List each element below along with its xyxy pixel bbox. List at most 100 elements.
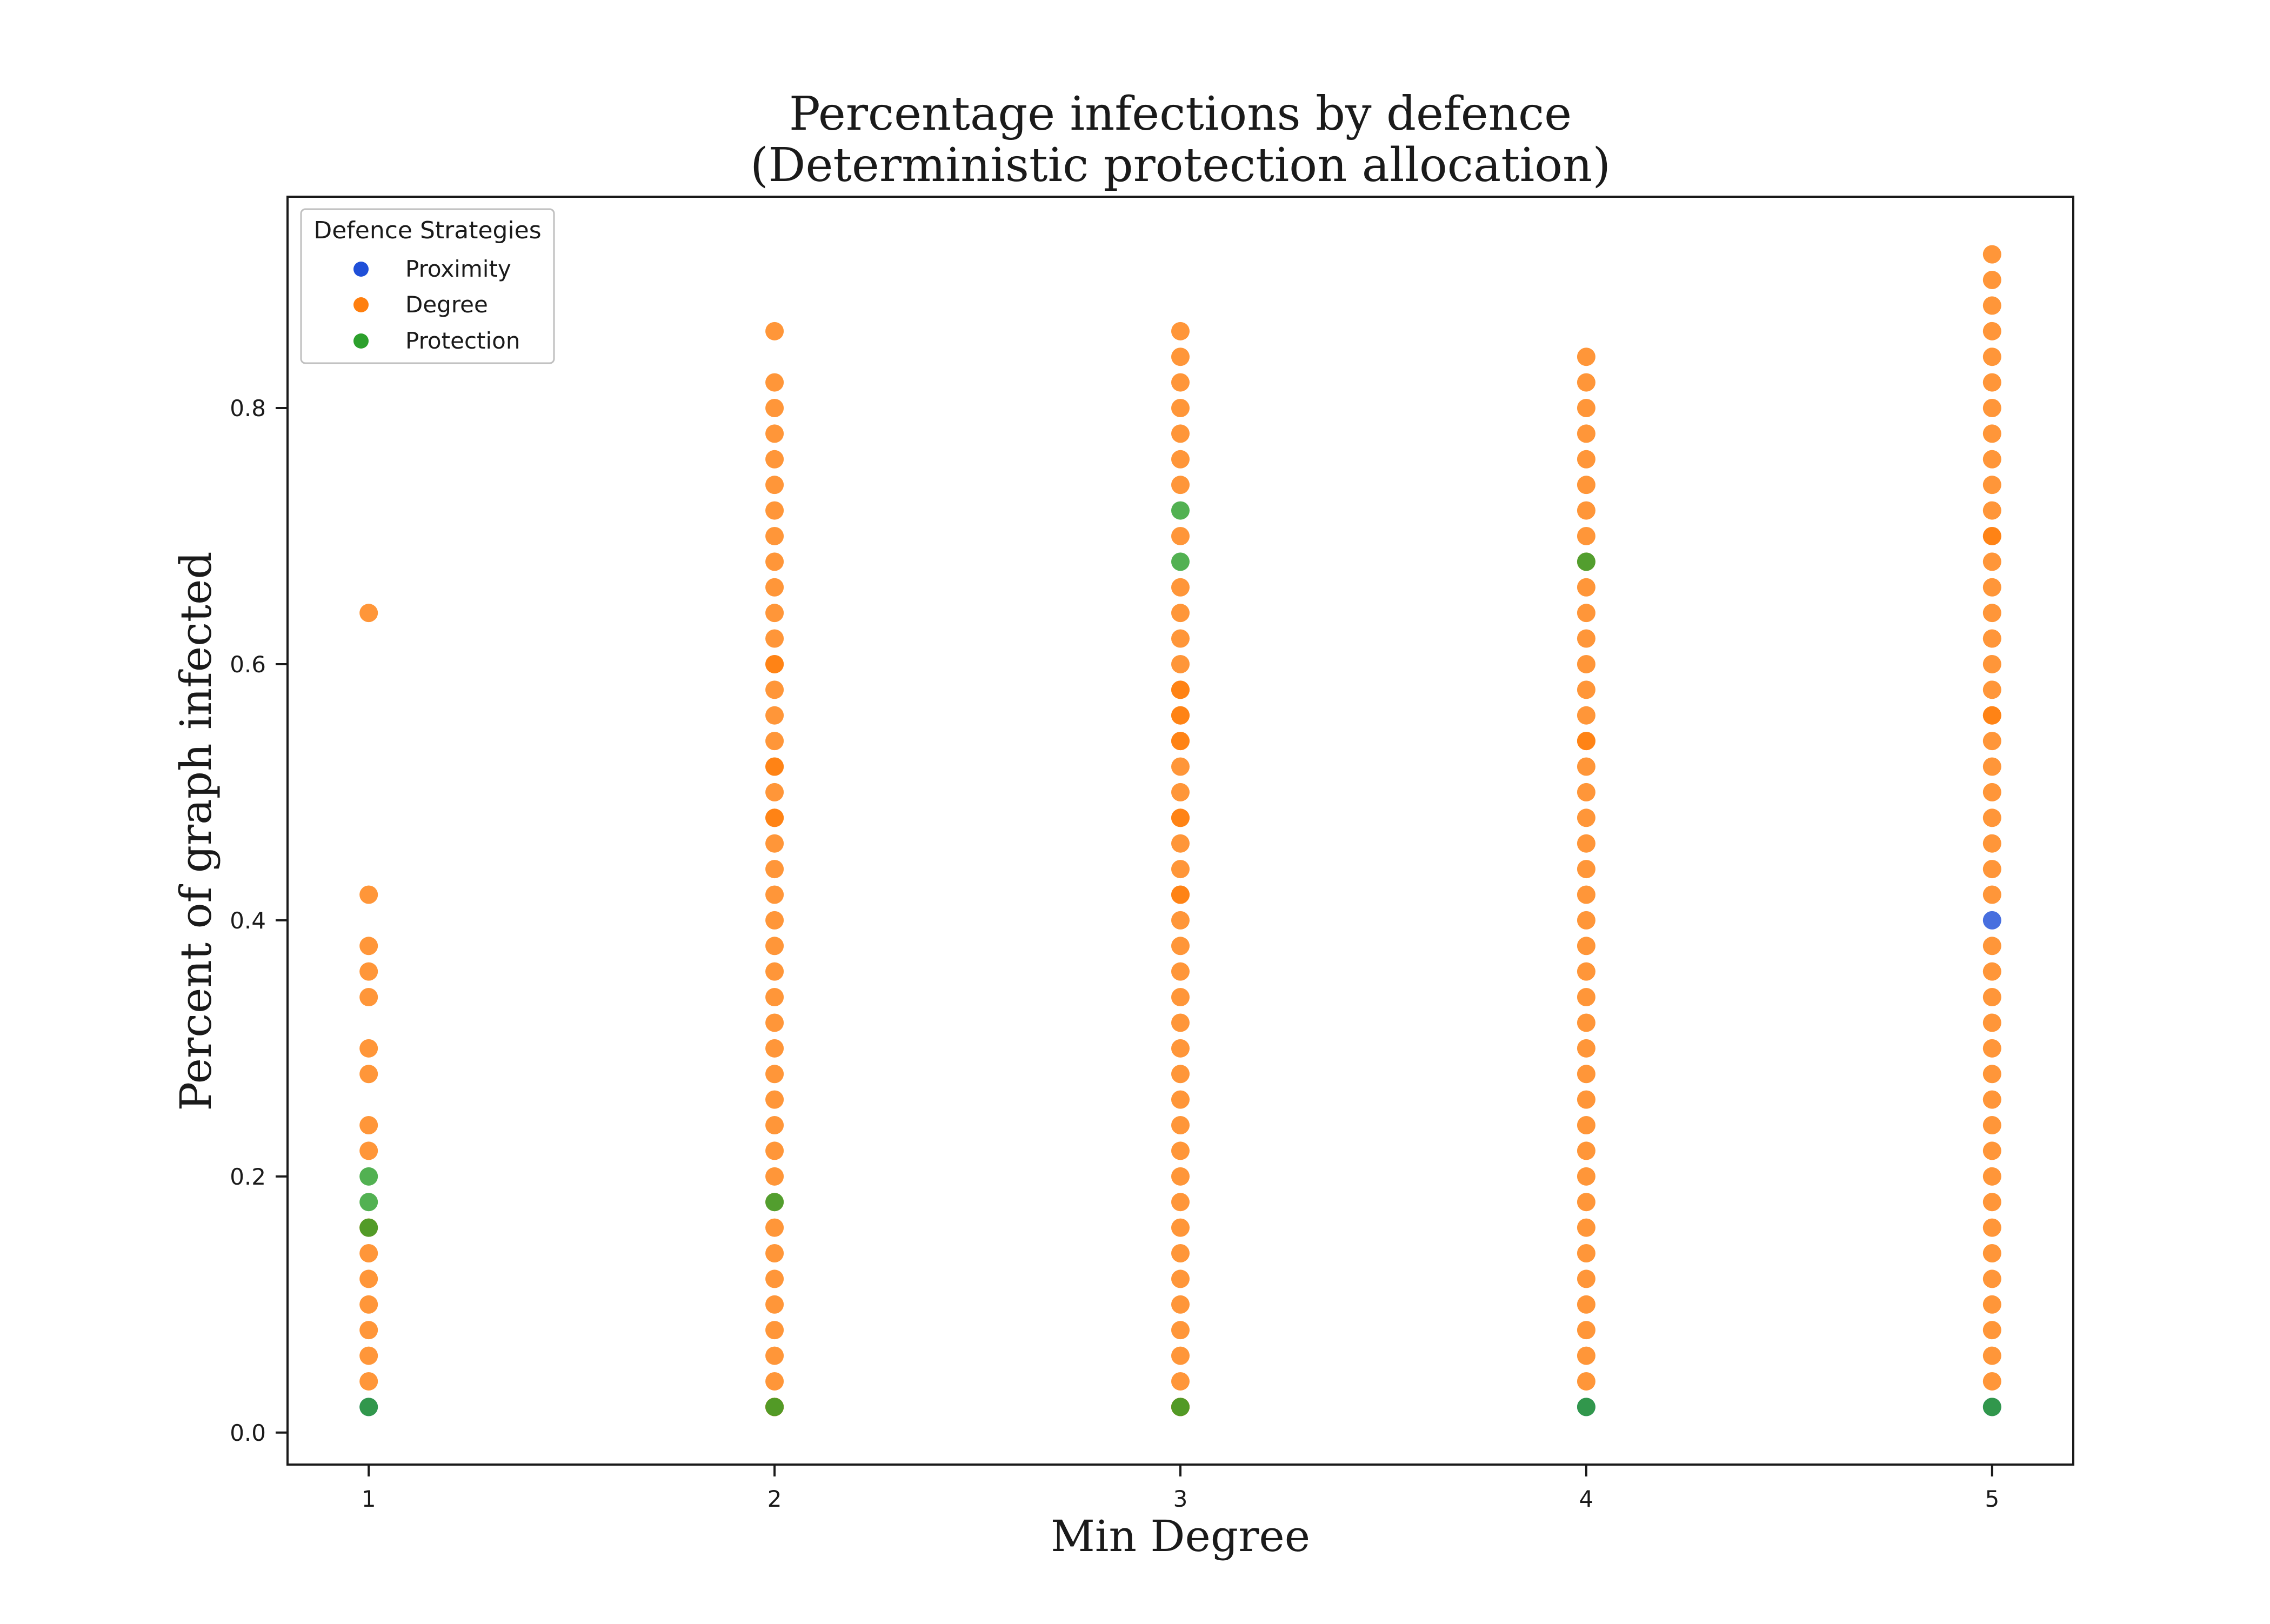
- data-point-degree: [765, 962, 784, 981]
- data-point-degree: [1577, 1372, 1595, 1391]
- data-point-degree: [765, 654, 784, 673]
- data-point-degree: [1982, 1039, 2001, 1058]
- data-point-degree: [765, 1141, 784, 1160]
- y-tick-label: 0.2: [230, 1164, 266, 1190]
- data-point-degree: [1577, 1218, 1595, 1237]
- x-tick-label: 2: [767, 1486, 782, 1512]
- data-point-degree: [1171, 1116, 1190, 1135]
- legend-title: Defence Strategies: [313, 217, 541, 244]
- legend-marker-degree: [353, 297, 369, 312]
- data-point-degree: [1982, 706, 2001, 725]
- data-point-degree: [359, 937, 378, 955]
- data-point-degree: [1171, 347, 1190, 366]
- data-point-degree: [765, 526, 784, 545]
- data-point-degree: [359, 1372, 378, 1391]
- data-point-degree: [1577, 604, 1595, 623]
- data-point-degree: [765, 450, 784, 469]
- data-point-degree: [1577, 347, 1595, 366]
- data-point-degree: [1982, 373, 2001, 392]
- data-point-degree: [765, 552, 784, 571]
- data-point-degree: [1982, 834, 2001, 853]
- data-point-degree: [1982, 296, 2001, 315]
- data-point-degree: [1982, 501, 2001, 520]
- data-point-degree: [765, 1372, 784, 1391]
- data-point-degree: [1171, 450, 1190, 469]
- data-point-degree: [1171, 1218, 1190, 1237]
- data-point-degree: [1577, 1269, 1595, 1288]
- data-point-protection: [1171, 552, 1190, 571]
- data-point-degree: [1577, 450, 1595, 469]
- data-point-degree: [1577, 1193, 1595, 1212]
- data-point-degree: [1171, 1193, 1190, 1212]
- data-point-degree: [765, 860, 784, 879]
- data-point-degree: [765, 322, 784, 340]
- chart-title-line-2: (Deterministic protection allocation): [750, 138, 1611, 192]
- data-point-degree: [1982, 399, 2001, 417]
- data-point-degree: [765, 1090, 784, 1109]
- legend-label-protection: Protection: [405, 328, 520, 354]
- data-point-degree: [1171, 578, 1190, 597]
- data-point-degree: [1577, 578, 1595, 597]
- data-point-degree: [359, 1321, 378, 1340]
- data-point-degree: [1982, 654, 2001, 673]
- data-point-degree: [1982, 526, 2001, 545]
- data-point-degree: [1577, 1295, 1595, 1314]
- data-point-degree: [359, 962, 378, 981]
- y-tick-label: 0.0: [230, 1420, 266, 1446]
- data-point-degree: [1171, 860, 1190, 879]
- data-point-degree: [1982, 757, 2001, 776]
- data-point-degree: [765, 732, 784, 751]
- data-point-degree: [765, 1116, 784, 1135]
- data-point-degree: [1577, 476, 1595, 494]
- data-point-degree: [1982, 629, 2001, 648]
- data-point-degree: [1171, 526, 1190, 545]
- data-point-degree: [1577, 834, 1595, 853]
- data-point-degree: [765, 1346, 784, 1365]
- data-point-degree: [1171, 962, 1190, 981]
- data-point-degree: [1577, 1346, 1595, 1365]
- x-tick-label: 3: [1173, 1486, 1188, 1512]
- data-point-degree: [1171, 1321, 1190, 1340]
- data-point-degree: [1577, 1141, 1595, 1160]
- data-point-degree: [359, 885, 378, 904]
- y-tick-label: 0.4: [230, 907, 266, 934]
- data-point-protection: [359, 1167, 378, 1186]
- data-point-degree: [1577, 629, 1595, 648]
- data-point-protection: [359, 1218, 378, 1237]
- data-point-proximity: [1982, 911, 2001, 930]
- data-point-degree: [765, 680, 784, 699]
- data-point-degree: [765, 783, 784, 801]
- y-tick-label: 0.8: [230, 395, 266, 422]
- data-point-degree: [1982, 322, 2001, 340]
- data-point-degree: [765, 757, 784, 776]
- data-point-degree: [765, 1269, 784, 1288]
- x-axis-label: Min Degree: [1051, 1511, 1310, 1561]
- data-point-degree: [359, 1116, 378, 1135]
- data-point-degree: [1171, 732, 1190, 751]
- data-point-degree: [1982, 962, 2001, 981]
- data-point-degree: [1171, 1372, 1190, 1391]
- data-point-degree: [1577, 424, 1595, 443]
- legend-marker-proximity: [353, 262, 369, 277]
- data-point-degree: [1982, 1141, 2001, 1160]
- data-point-protection: [1577, 1398, 1595, 1416]
- data-point-degree: [1982, 552, 2001, 571]
- data-point-degree: [1982, 732, 2001, 751]
- data-point-degree: [1982, 1167, 2001, 1186]
- data-point-degree: [765, 937, 784, 955]
- data-point-degree: [1982, 1065, 2001, 1084]
- data-point-degree: [765, 1013, 784, 1032]
- data-point-degree: [359, 1244, 378, 1262]
- data-point-degree: [765, 911, 784, 930]
- data-point-degree: [765, 629, 784, 648]
- series-protection: [359, 501, 2001, 1416]
- data-point-degree: [1171, 1039, 1190, 1058]
- data-point-degree: [1577, 1090, 1595, 1109]
- data-point-protection: [765, 1193, 784, 1212]
- data-point-degree: [1982, 604, 2001, 623]
- data-point-degree: [1982, 476, 2001, 494]
- data-point-degree: [1577, 911, 1595, 930]
- data-point-degree: [1171, 808, 1190, 827]
